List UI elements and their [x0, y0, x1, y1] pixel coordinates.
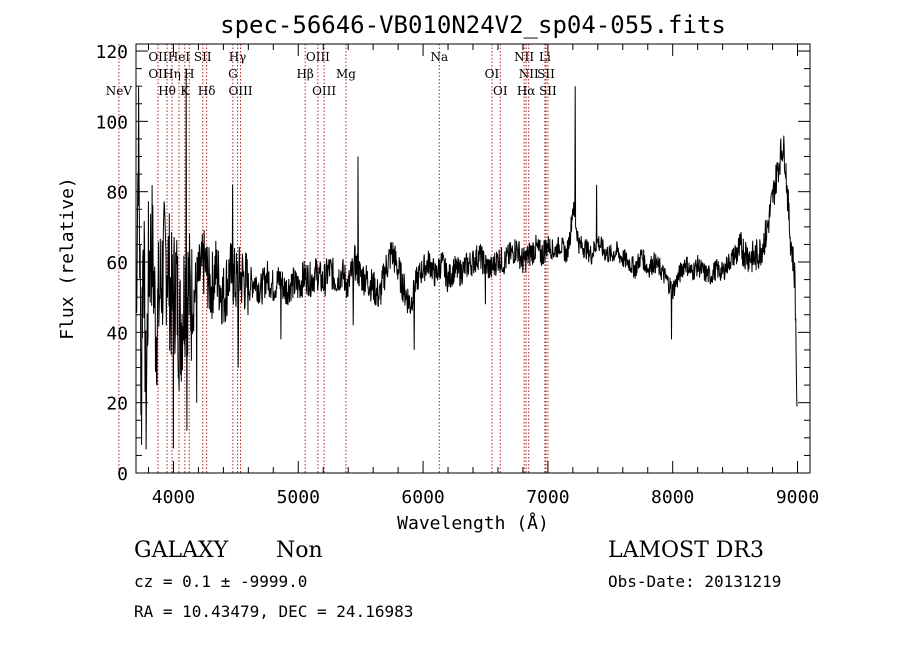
y-axis-label: Flux (relative): [57, 177, 78, 340]
object-subclass: Non: [276, 538, 323, 563]
line-label: Mg: [336, 67, 356, 81]
axis-ticks: 4000 5000 6000 7000 8000 9000 0 20 40 60 80 100 120: [95, 42, 819, 508]
line-label: Hδ: [198, 84, 216, 98]
obs-date: Obs-Date: 20131219: [608, 572, 782, 591]
y-tick-label: 100: [95, 112, 128, 133]
line-label: NII: [519, 67, 539, 81]
coordinates: RA = 10.43479, DEC = 24.16983: [134, 602, 414, 621]
line-label: SII: [537, 67, 555, 81]
line-label: Hη: [163, 67, 181, 81]
line-label: OI: [485, 67, 500, 81]
y-tick-label: 40: [106, 323, 128, 344]
line-label: OIII: [306, 50, 330, 64]
spectrum-line: [135, 68, 798, 450]
survey-name: LAMOST DR3: [608, 538, 764, 563]
line-labels: NeVOIIOIIHθHηHeIKHSIIHδHγGOIIIOIIIHβOIII…: [106, 50, 557, 98]
object-class: GALAXY: [134, 538, 229, 563]
line-label: HeI: [168, 50, 191, 64]
redshift-cz: cz = 0.1 ± -9999.0: [134, 572, 308, 591]
x-tick-label: 5000: [277, 487, 320, 508]
line-label: Hβ: [296, 67, 313, 81]
line-label: NII: [514, 50, 534, 64]
line-label: Hα: [517, 84, 536, 98]
line-label: OII: [148, 67, 168, 81]
line-label: OII: [148, 50, 168, 64]
line-label: OIII: [312, 84, 336, 98]
line-label: G: [228, 67, 238, 81]
line-label: OI: [493, 84, 508, 98]
x-tick-label: 6000: [401, 487, 444, 508]
x-tick-label: 9000: [776, 487, 819, 508]
line-label: K: [180, 84, 190, 98]
y-tick-label: 20: [106, 394, 128, 415]
x-tick-label: 7000: [526, 487, 569, 508]
line-label: OIII: [229, 84, 253, 98]
y-tick-label: 80: [106, 183, 128, 204]
y-tick-label: 60: [106, 253, 128, 274]
line-label: NeV: [106, 84, 133, 98]
line-label: Na: [430, 50, 448, 64]
y-tick-label: 120: [95, 42, 128, 63]
y-tick-label: 0: [117, 464, 128, 485]
line-label: H: [184, 67, 194, 81]
x-tick-label: 8000: [651, 487, 694, 508]
x-axis-label: Wavelength (Å): [397, 512, 549, 534]
line-label: Hθ: [158, 84, 176, 98]
line-label: Li: [539, 50, 551, 64]
spectrum-series: [135, 68, 798, 450]
x-tick-label: 4000: [152, 487, 195, 508]
chart-title: spec-56646-VB010N24V2_sp04-055.fits: [220, 11, 726, 39]
line-label: SII: [194, 50, 212, 64]
line-label: SII: [539, 84, 557, 98]
line-label: Hγ: [229, 50, 247, 64]
